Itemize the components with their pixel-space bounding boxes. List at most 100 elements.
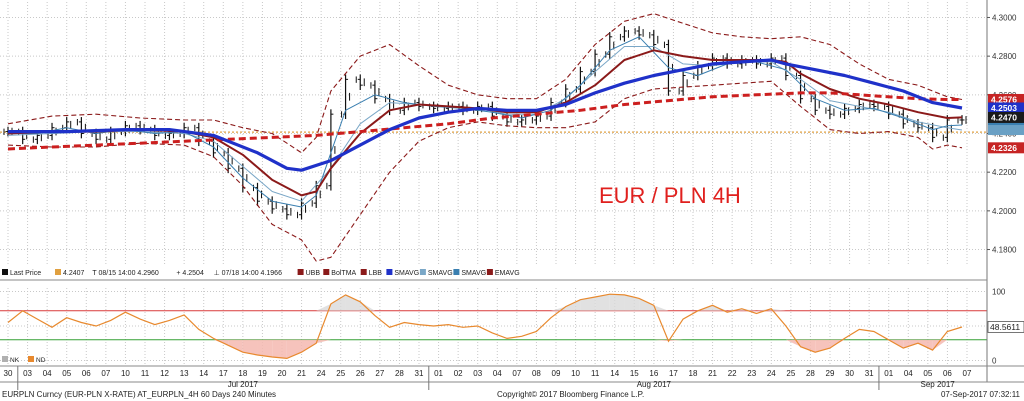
price-tag-label: 4.2503: [991, 103, 1017, 113]
legend-label: LBB: [369, 270, 383, 277]
sma-blue-line: [8, 58, 963, 172]
x-tick-label: 21: [708, 369, 717, 378]
oscillator-fill-low: [213, 339, 229, 346]
price-tag: [988, 102, 1024, 114]
oscillator-fill-low: [653, 339, 669, 342]
x-tick-label: 25: [786, 369, 795, 378]
chart-title: EUR / PLN 4H: [599, 183, 741, 208]
oscillator-fill-low: [242, 339, 258, 355]
x-tick-label: 24: [317, 369, 326, 378]
oscillator-fill-high: [345, 294, 361, 311]
x-tick-label: 18: [238, 369, 247, 378]
x-tick-label: 06: [943, 369, 952, 378]
oscillator-fill-high: [360, 301, 375, 311]
x-tick-label: 11: [141, 369, 150, 378]
x-tick-label: 26: [356, 369, 365, 378]
legend-swatch: [297, 269, 304, 275]
x-tick-label: 02: [454, 369, 463, 378]
price-tag: [988, 93, 1024, 105]
oscillator-fill-high: [580, 296, 596, 311]
price-tag-hidden: [988, 119, 1024, 130]
lower-bollinger-band: [7, 80, 963, 262]
price-tag-label: 4.2576: [991, 94, 1017, 104]
legend-label: Last Price: [10, 270, 41, 277]
x-tick-label: 22: [728, 369, 737, 378]
x-tick-label: 14: [610, 369, 619, 378]
oscillator-fill-low: [800, 339, 816, 353]
legend-label: + 4.2504: [176, 270, 204, 277]
oscillator-fill-high: [712, 305, 728, 311]
x-tick-label: 01: [884, 369, 893, 378]
footer-timestamp: 07-Sep-2017 07:32:11: [940, 390, 1020, 399]
x-tick-label: 11: [591, 369, 600, 378]
legend-swatch: [360, 269, 367, 275]
legend-label: 4.2407: [63, 270, 85, 277]
oscillator-fill-low: [932, 339, 948, 351]
x-tick-label: 04: [904, 369, 913, 378]
x-tick-label: 10: [571, 369, 580, 378]
legend-swatch: [386, 269, 393, 275]
legend-label: UBB: [306, 270, 321, 277]
lower-legend-swatch: [28, 356, 34, 362]
x-tick-label: 05: [923, 369, 932, 378]
legend-swatch: [55, 269, 61, 275]
lower-legend-swatch: [2, 356, 8, 362]
x-tick-label: 01: [434, 369, 443, 378]
oscillator-fill-high: [595, 294, 610, 311]
oscillator-line: [7, 293, 963, 360]
oscillator-fill-high: [316, 303, 331, 311]
lower-legend-label: ND: [36, 357, 46, 364]
x-tick-label: 23: [747, 369, 756, 378]
oscillator-fill-low: [668, 339, 684, 342]
x-tick-label: 30: [4, 369, 13, 378]
month-label: Sep 2017: [921, 380, 956, 389]
x-tick-label: 28: [395, 369, 404, 378]
x-tick-label: 17: [219, 369, 228, 378]
legend-label: ⊥ 07/18 14:00 4.1966: [214, 270, 282, 277]
x-tick-label: 18: [689, 369, 698, 378]
footer-bar: EURPLN Curncy (EUR-PLN X-RATE) AT_EURPLN…: [0, 390, 1024, 401]
oscillator-fill-low: [903, 339, 918, 349]
oscillator-fill-high: [653, 305, 669, 311]
oscillator-fill-high: [330, 294, 346, 311]
legend-label: BolTMA: [331, 270, 356, 277]
lower-legend-label: NK: [10, 357, 20, 364]
y-tick-label: 4.1800: [992, 246, 1017, 255]
x-tick-label: 09: [552, 369, 561, 378]
x-tick-label: 07: [101, 369, 110, 378]
x-tick-label: 20: [278, 369, 287, 378]
x-tick-label: 30: [845, 369, 854, 378]
oscillator-tag-label: 48.5611: [990, 322, 1020, 332]
x-tick-label: 13: [180, 369, 189, 378]
lower-y-tick-label: 0: [992, 356, 997, 365]
x-tick-label: 06: [82, 369, 91, 378]
oscillator-fill-low: [917, 339, 933, 351]
x-tick-label: 21: [297, 369, 306, 378]
footer-copyright: Copyright© 2017 Bloomberg Finance L.P.: [497, 390, 645, 399]
x-tick-label: 29: [826, 369, 835, 378]
x-tick-label: 04: [493, 369, 502, 378]
legend-swatch: [453, 269, 460, 275]
lower-y-tick-label: 100: [992, 287, 1006, 296]
legend-label: T 08/15 14:00 4.2960: [92, 270, 159, 277]
x-tick-label: 07: [963, 369, 972, 378]
oscillator-fill-high: [609, 294, 625, 311]
legend-swatch: [419, 269, 426, 275]
sma-mid-line: [7, 46, 963, 202]
oscillator-fill-high: [624, 294, 640, 311]
legend-swatch: [323, 269, 330, 275]
y-tick-label: 4.3000: [992, 13, 1017, 22]
x-tick-label: 19: [258, 369, 267, 378]
month-label: Jul 2017: [228, 380, 259, 389]
x-tick-label: 16: [649, 369, 658, 378]
price-tag: [988, 142, 1024, 154]
price-tag-label: 4.2326: [991, 143, 1017, 153]
month-label: Aug 2017: [637, 380, 672, 389]
x-tick-label: 12: [160, 369, 169, 378]
y-axis-panel: [987, 0, 1024, 382]
oscillator-fill-low: [228, 339, 243, 353]
x-tick-label: 05: [62, 369, 71, 378]
bollinger-ma-line: [7, 49, 963, 197]
x-tick-label: 24: [767, 369, 776, 378]
